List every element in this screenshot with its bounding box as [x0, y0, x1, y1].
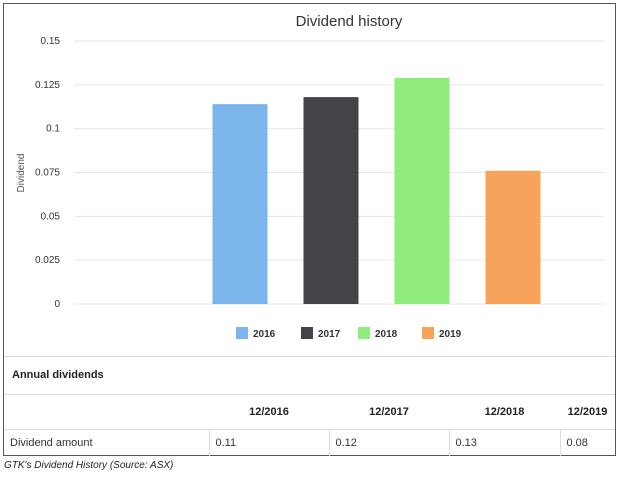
- figure-caption: GTK's Dividend History (Source: ASX): [4, 460, 174, 471]
- table-header-2019: 12/2019: [560, 395, 615, 430]
- table-header-row: 12/2016 12/2017 12/2018 12/2019: [4, 395, 615, 430]
- table-header-empty: [4, 395, 209, 430]
- table-title: Annual dividends: [4, 356, 615, 395]
- y-tick-label: 0.125: [35, 80, 60, 91]
- table-header-2016: 12/2016: [209, 395, 329, 430]
- bar-2019: [485, 170, 541, 304]
- dividend-chart: Dividend history 0 0.025 0.05 0.075 0.1 0.125…: [16, 13, 604, 340]
- y-axis-label: Dividend: [16, 154, 27, 193]
- legend-swatch-2018: [358, 327, 370, 339]
- bars: [212, 77, 541, 305]
- y-tick-label: 0.075: [35, 168, 60, 179]
- annual-dividends-section: Annual dividends 12/2016 12/2017 12/2018…: [4, 356, 615, 456]
- table-row: Dividend amount 0.11 0.12 0.13 0.08: [4, 429, 615, 456]
- value-2016: 0.11: [209, 429, 330, 456]
- value-2018: 0.13: [449, 429, 561, 456]
- bar-2018: [394, 77, 450, 304]
- legend-label-2018: 2018: [375, 329, 398, 340]
- row-label: Dividend amount: [4, 429, 210, 456]
- legend-label-2017: 2017: [318, 329, 341, 340]
- y-tick-label: 0.05: [41, 211, 61, 222]
- value-2019: 0.08: [566, 437, 588, 449]
- y-tick-label: 0.15: [41, 36, 61, 47]
- y-tick-labels: 0 0.025 0.05 0.075 0.1 0.125 0.15: [35, 36, 60, 310]
- legend-swatch-2017: [301, 327, 313, 339]
- value-2017: 0.12: [329, 429, 450, 456]
- y-tick-label: 0.025: [35, 255, 60, 266]
- y-tick-label: 0.1: [46, 124, 60, 135]
- legend-swatch-2016: [236, 327, 248, 339]
- bar-2016: [212, 104, 268, 305]
- y-tick-label: 0: [54, 299, 60, 310]
- legend-label-2019: 2019: [439, 329, 462, 340]
- chart-title: Dividend history: [296, 13, 403, 30]
- table-header-2017: 12/2017: [329, 395, 449, 430]
- chart-frame: Dividend history 0 0.025 0.05 0.075 0.1 0.125…: [3, 3, 616, 456]
- legend: 2016 2017 2018 2019: [236, 327, 462, 340]
- legend-swatch-2019: [422, 327, 434, 339]
- table-header-2018: 12/2018: [449, 395, 560, 430]
- bar-2017: [303, 97, 359, 305]
- legend-label-2016: 2016: [253, 329, 276, 340]
- dividend-table: 12/2016 12/2017 12/2018 12/2019 Dividend…: [4, 395, 615, 456]
